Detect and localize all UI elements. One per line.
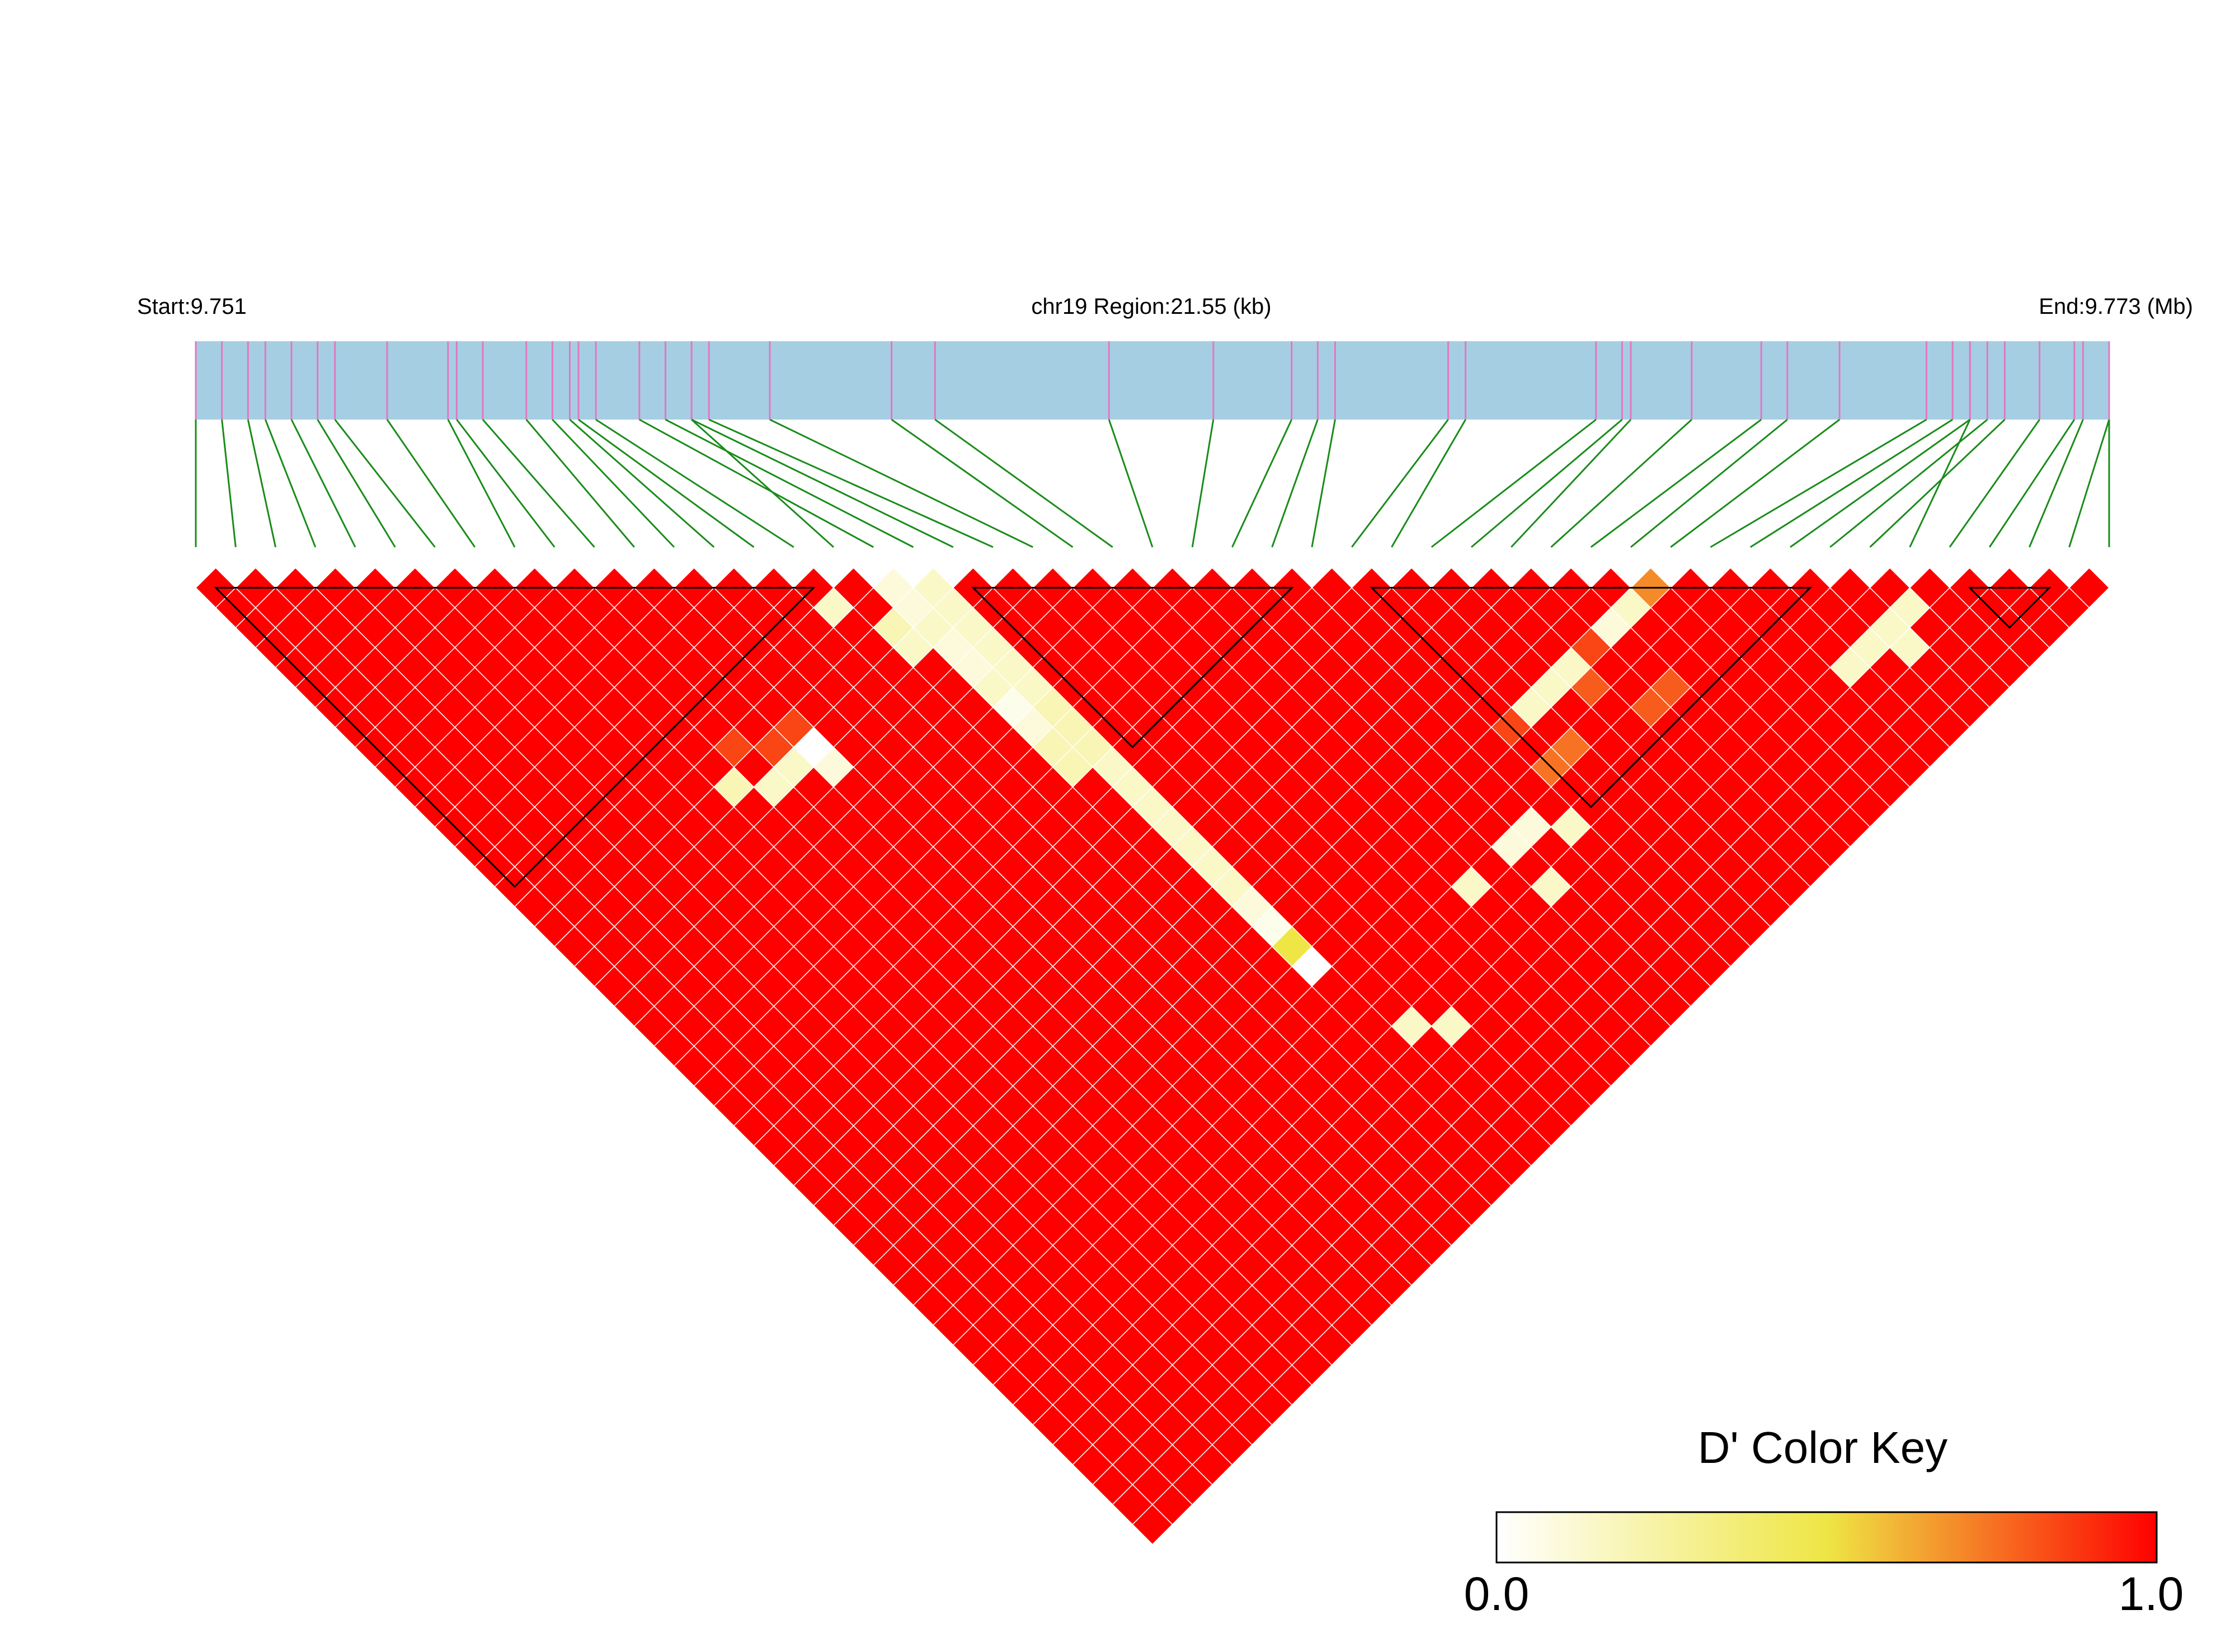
- ld-heatmap: [195, 567, 2110, 1545]
- snp-ticks: [195, 341, 2110, 420]
- snp-connector: [578, 418, 755, 548]
- snp-connector: [1108, 419, 1154, 548]
- snp-connector: [386, 419, 476, 548]
- color-key-legend: D' Color Key 0.0 1.0: [1464, 1423, 2184, 1620]
- snp-connector: [264, 419, 317, 548]
- snp-connector: [1749, 418, 1953, 548]
- snp-connector: [691, 418, 954, 548]
- snp-connector: [934, 418, 1113, 548]
- snp-connector: [317, 419, 396, 548]
- snp-connector: [691, 418, 835, 548]
- region-end-label: End:9.773 (Mb): [2039, 294, 2193, 319]
- snp-connector: [290, 419, 356, 548]
- haplotype-block-outline: [1370, 587, 1813, 808]
- snp-connector: [1471, 418, 1623, 548]
- chromosome-track: [196, 341, 2109, 420]
- snp-connector: [1710, 418, 1927, 548]
- snp-connector: [456, 419, 556, 548]
- snp-connector: [525, 419, 635, 548]
- haplotype-blocks: [214, 587, 2052, 888]
- snp-connector: [482, 419, 595, 548]
- snp-connector: [1989, 419, 2076, 548]
- snp-connector: [1311, 419, 1336, 548]
- snp-connector: [1391, 419, 1466, 548]
- color-key-bar: [1495, 1511, 2158, 1564]
- color-key-min-label: 0.0: [1464, 1568, 1530, 1620]
- snp-connector: [1191, 419, 1215, 548]
- snp-connector: [2029, 419, 2084, 548]
- snp-connector: [552, 418, 675, 548]
- snp-connector: [1670, 418, 1840, 548]
- snp-connector: [1431, 418, 1597, 548]
- snp-connector: [708, 418, 994, 548]
- snp-connector: [1630, 418, 1788, 548]
- snp-connector: [769, 418, 1033, 548]
- snp-connector: [665, 418, 914, 548]
- haplotype-block-outline: [971, 587, 1295, 749]
- snp-connector: [1790, 418, 1971, 548]
- snp-connector: [569, 418, 715, 548]
- snp-connector: [595, 418, 794, 548]
- region-title-label: chr19 Region:21.55 (kb): [1031, 294, 1271, 319]
- snp-connector: [639, 418, 874, 548]
- snp-connector: [1271, 419, 1319, 548]
- snp-connector: [1590, 418, 1762, 548]
- haplotype-block-outline: [1968, 587, 2052, 629]
- haplotype-block-outline: [214, 587, 816, 888]
- color-key-max-label: 1.0: [2119, 1568, 2184, 1620]
- snp-connector: [1829, 418, 1988, 548]
- snp-connector: [1909, 419, 1971, 548]
- color-key-title: D' Color Key: [1698, 1423, 1948, 1472]
- region-start-label: Start:9.751: [137, 294, 247, 319]
- snp-connector: [1351, 419, 1449, 548]
- snp-connector: [891, 418, 1074, 548]
- snp-connectors: [195, 418, 2110, 548]
- snp-connector: [221, 419, 237, 548]
- snp-connector: [247, 419, 276, 548]
- snp-connector: [1869, 418, 2006, 548]
- snp-connector: [447, 419, 516, 548]
- snp-connector: [1949, 419, 2040, 548]
- snp-connector: [334, 419, 436, 548]
- snp-connector: [1550, 418, 1692, 548]
- snp-connector: [2068, 419, 2110, 548]
- ld-cell: [2068, 567, 2110, 609]
- snp-connector: [1511, 418, 1632, 548]
- snp-connector: [1231, 419, 1293, 548]
